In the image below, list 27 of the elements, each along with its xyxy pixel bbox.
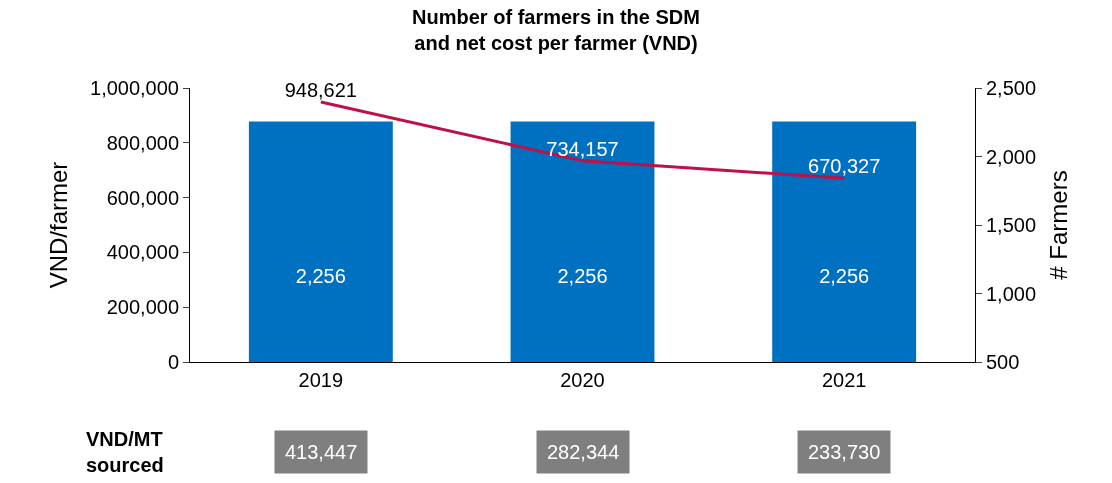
data-label: 2,256 — [295, 264, 346, 287]
text: 233,730 — [808, 441, 881, 463]
x-tick-label: 2020 — [560, 369, 605, 391]
data-label: 2,256 — [819, 264, 870, 287]
data-label: 670,327 — [808, 155, 881, 178]
y2-tick-label: 1,000 — [986, 282, 1037, 305]
y2-tick-label: 1,500 — [986, 214, 1037, 236]
y-axis-title: VND/farmer — [45, 161, 73, 289]
y-tick-label: 1,000,000 — [90, 77, 179, 99]
data-label: 948,621 — [284, 79, 357, 102]
y-tick-label: 200,000 — [106, 296, 179, 319]
text: VND/MT sourced — [86, 428, 164, 476]
data-label: 734,157 — [546, 137, 619, 160]
text: 282,344 — [547, 441, 620, 463]
y2-axis-title: # Farmers — [1045, 170, 1073, 280]
y-tick-label: 400,000 — [106, 241, 179, 264]
x-tick-label: 2021 — [821, 369, 867, 391]
text: 413,447 — [285, 441, 358, 463]
y-tick-label: 800,000 — [106, 131, 179, 154]
y2-tick-label: 2,500 — [986, 77, 1037, 99]
x-tick-label: 2019 — [298, 369, 344, 391]
y2-tick-label: 500 — [986, 351, 1020, 373]
y-tick-label: 0 — [167, 351, 179, 373]
y-tick-label: 600,000 — [106, 186, 179, 209]
y2-tick-label: 2,000 — [986, 145, 1037, 168]
data-label: 2,256 — [557, 264, 608, 287]
chart-title: Number of farmers in the SDM and net cost per farmer (VND) — [412, 6, 700, 55]
